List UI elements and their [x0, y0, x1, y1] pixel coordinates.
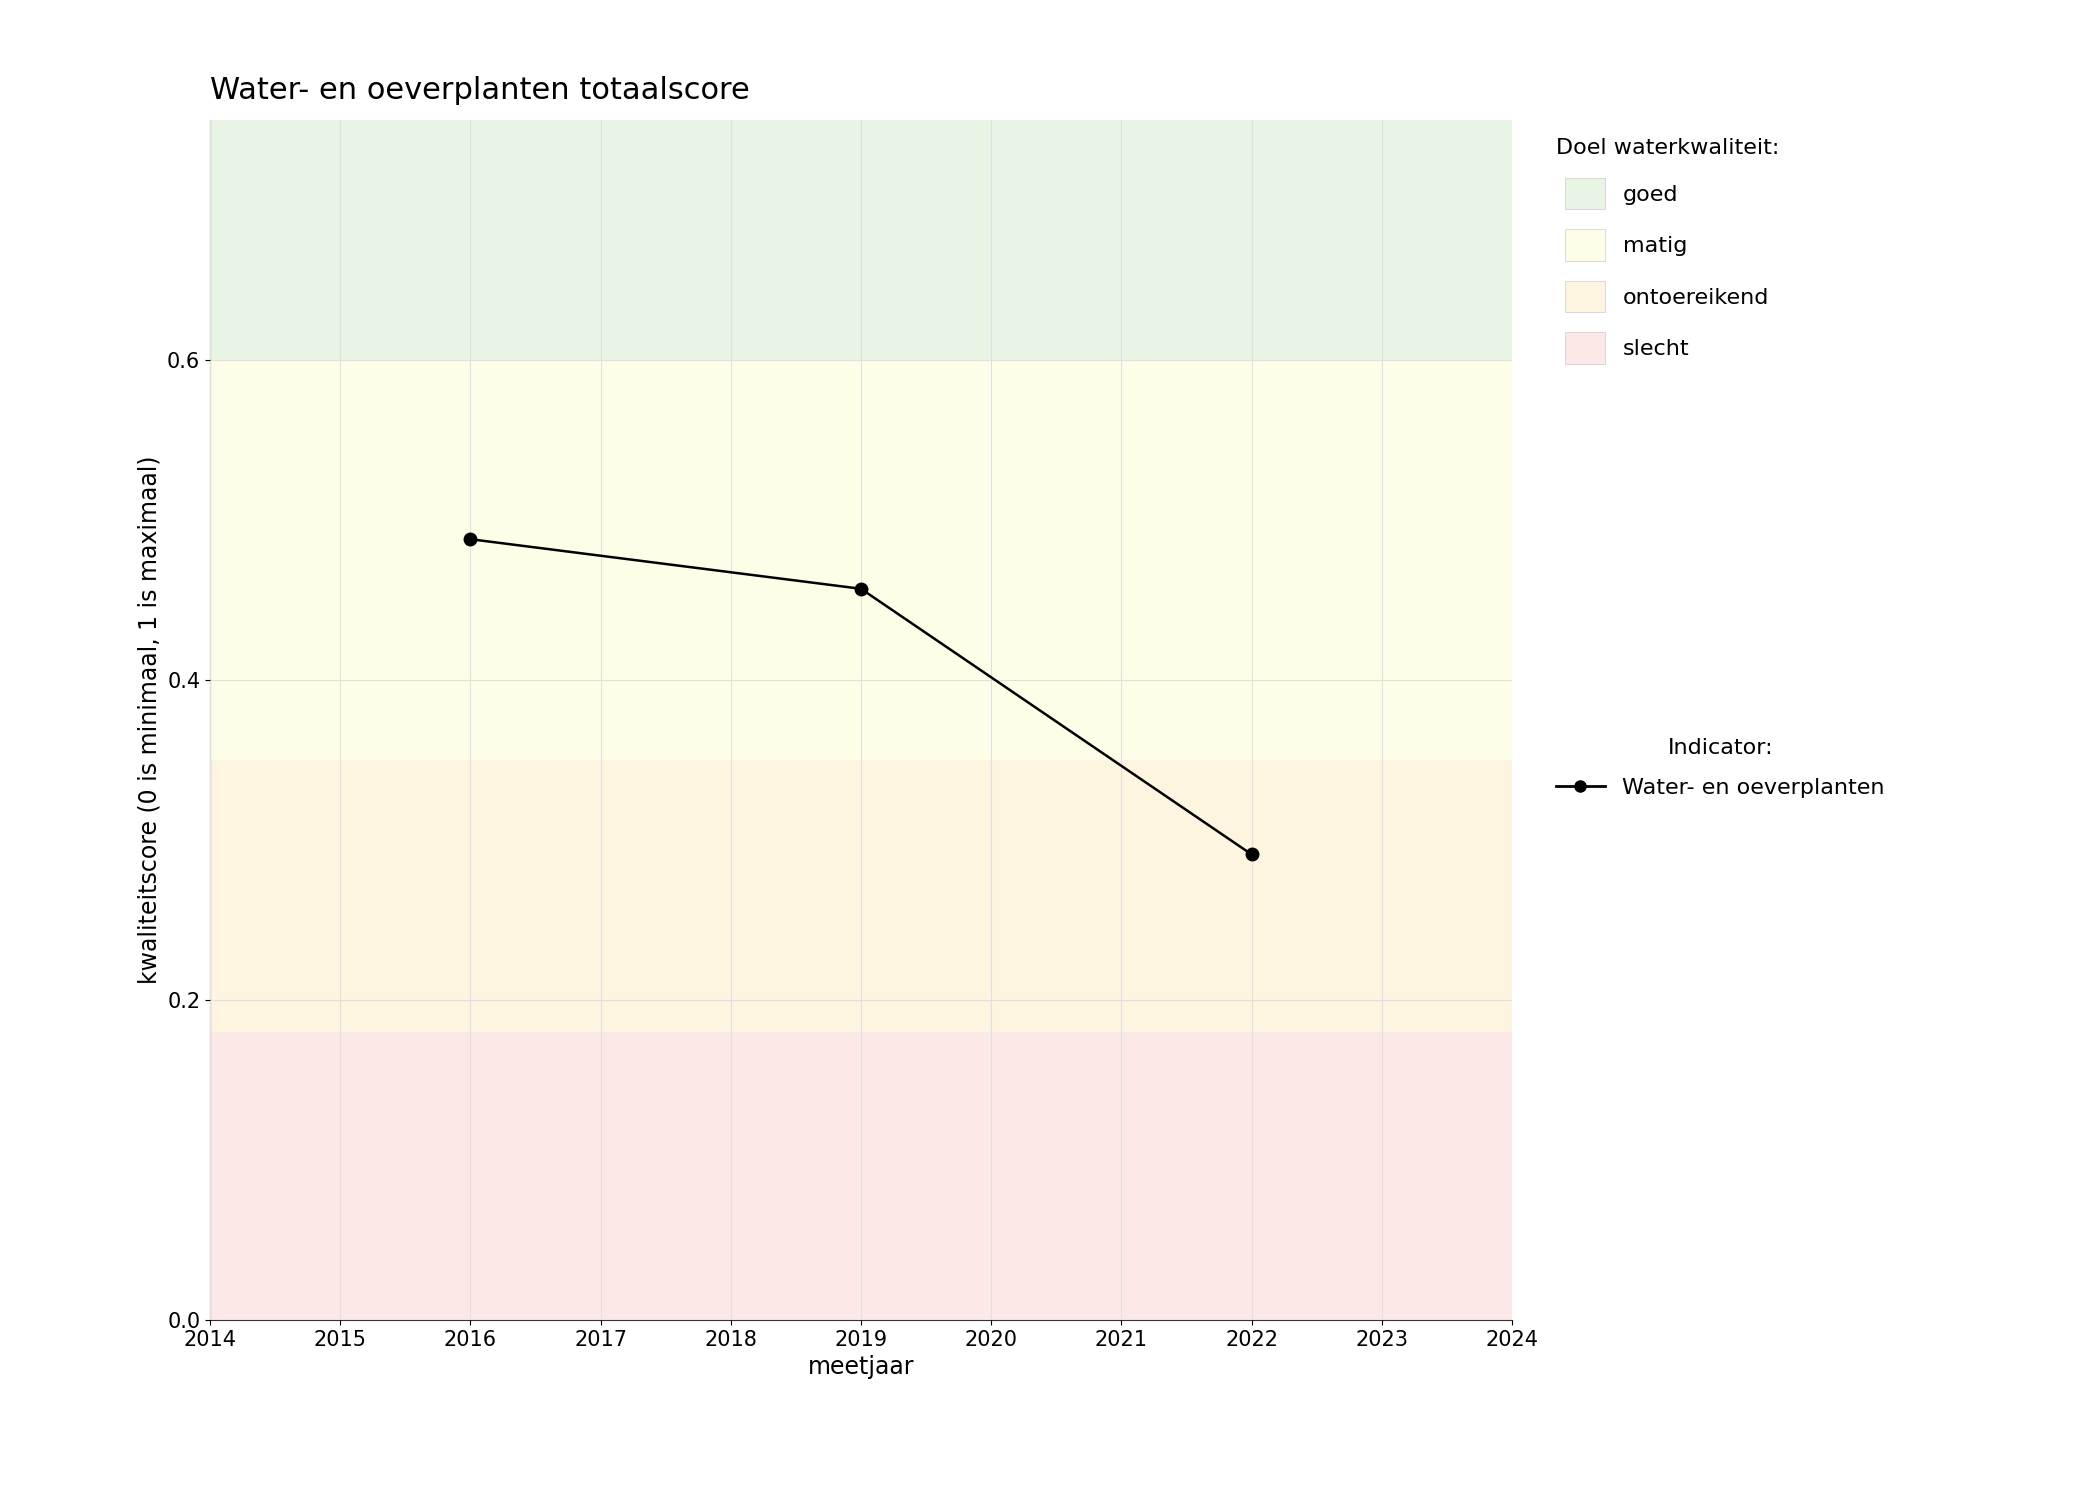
Text: Water- en oeverplanten totaalscore: Water- en oeverplanten totaalscore — [210, 76, 750, 105]
Bar — [210, 760, 1512, 1032]
Y-axis label: kwaliteitscore (0 is minimaal, 1 is maximaal): kwaliteitscore (0 is minimaal, 1 is maxi… — [136, 456, 162, 984]
Bar — [210, 360, 1512, 760]
X-axis label: meetjaar: meetjaar — [808, 1356, 914, 1380]
Bar — [210, 120, 1512, 360]
Bar — [210, 1032, 1512, 1320]
Legend: Water- en oeverplanten: Water- en oeverplanten — [1550, 730, 1892, 804]
